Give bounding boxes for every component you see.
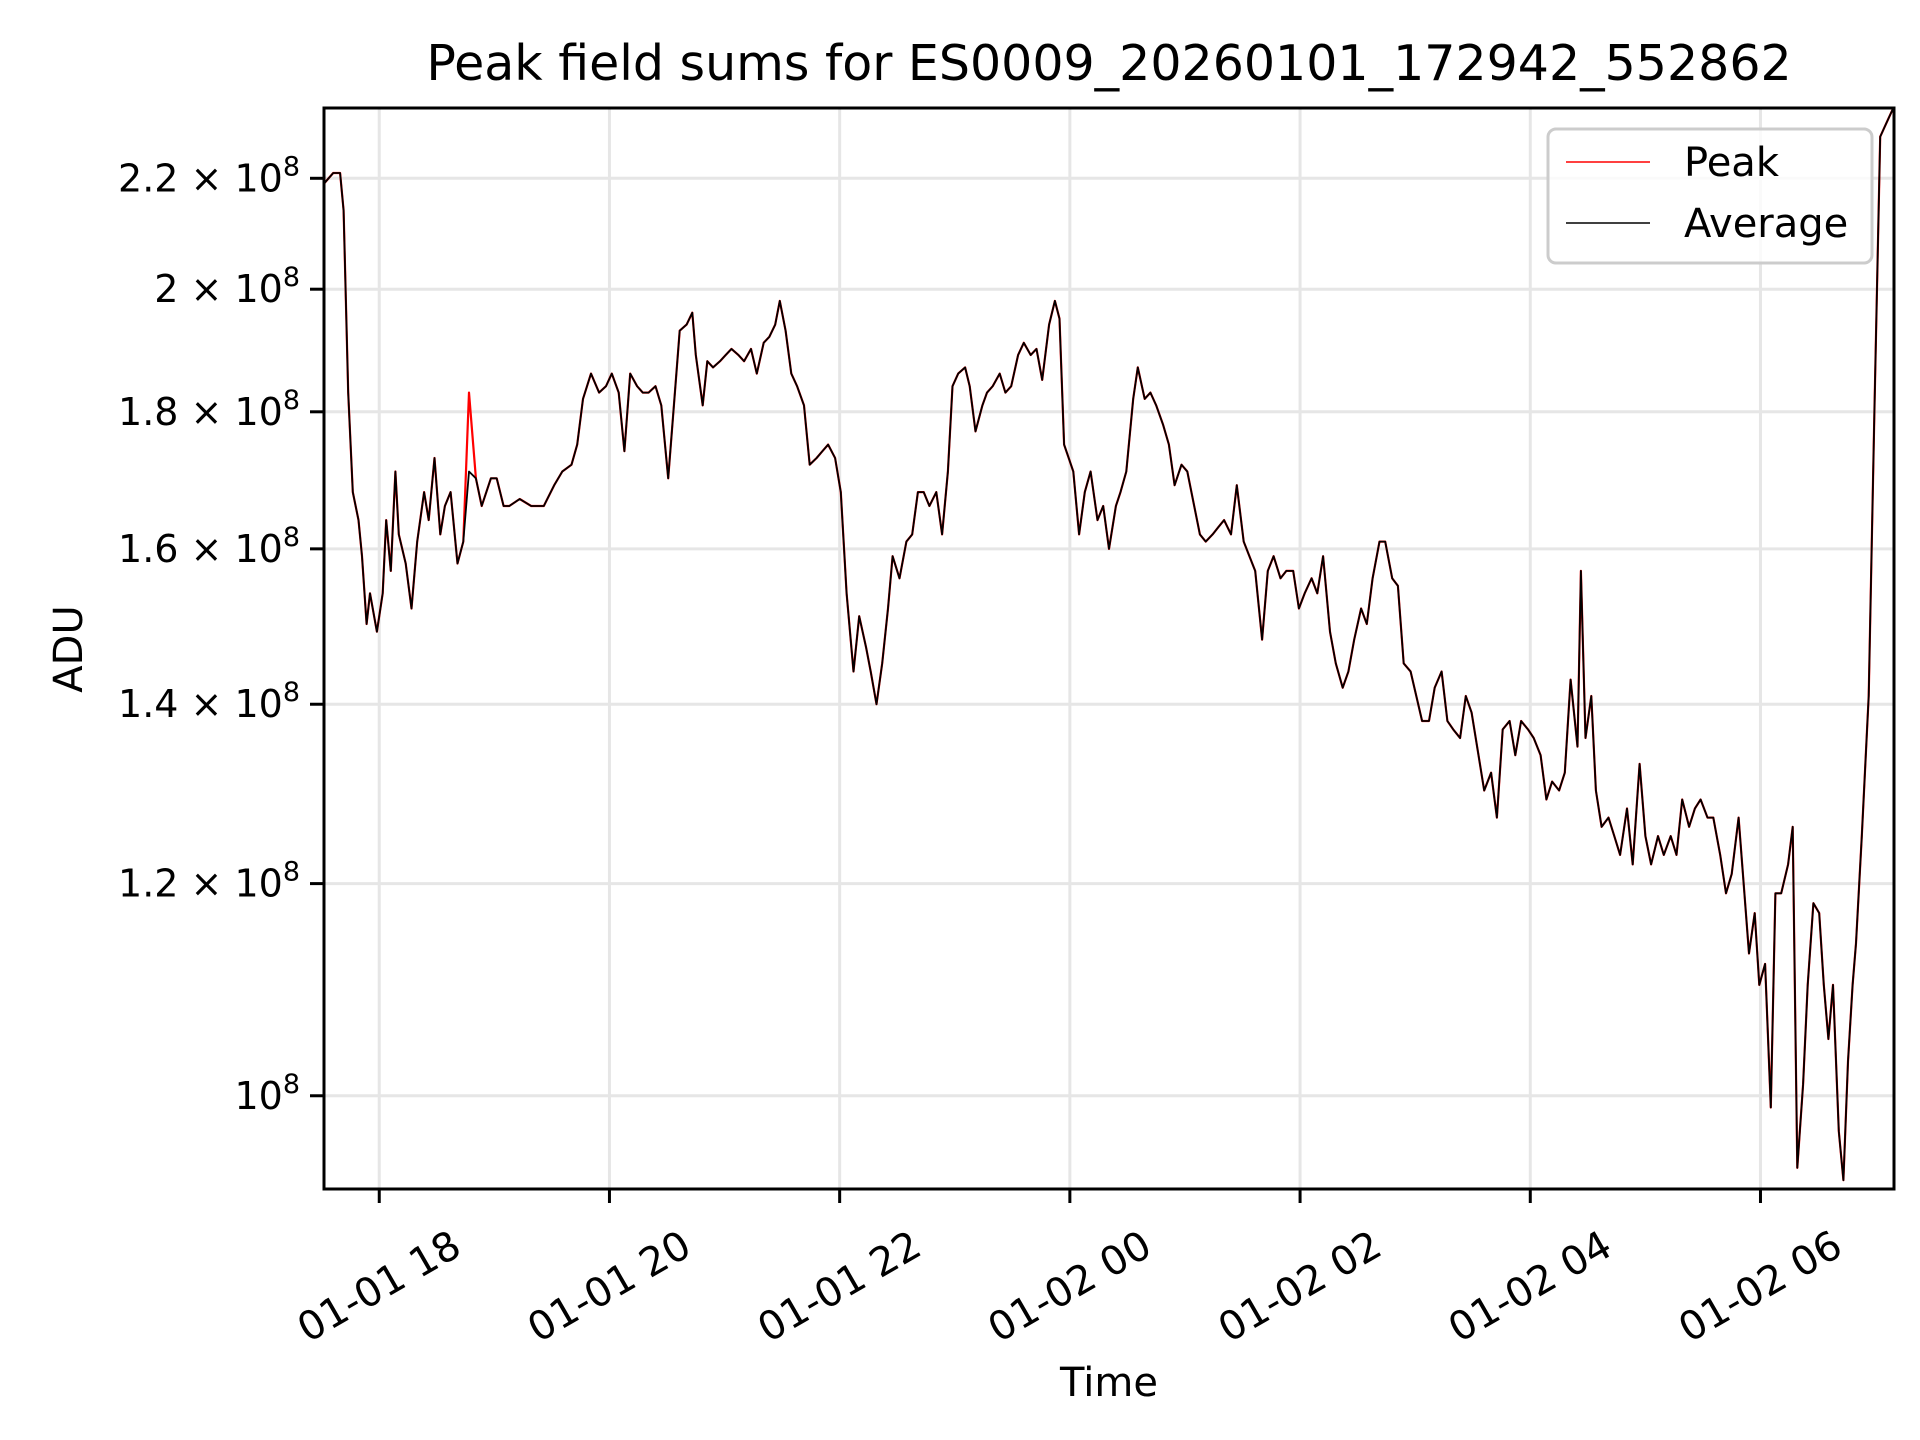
y-tick-exponent: 8 bbox=[283, 857, 300, 888]
y-tick-mantissa: 1.4 × 10 bbox=[118, 682, 283, 726]
y-tick-exponent: 8 bbox=[283, 262, 300, 293]
y-tick-label: 1.8 × 108 bbox=[118, 385, 300, 434]
legend-peak-label: Peak bbox=[1684, 140, 1780, 186]
legend-average-label: Average bbox=[1684, 201, 1848, 247]
y-axis-label: ADU bbox=[46, 605, 92, 692]
y-tick-mantissa: 10 bbox=[234, 1074, 282, 1118]
y-tick-label: 108 bbox=[234, 1069, 300, 1118]
y-tick-mantissa: 1.8 × 10 bbox=[118, 390, 283, 434]
series-line-average bbox=[324, 108, 1894, 1182]
y-tick-exponent: 8 bbox=[283, 522, 300, 553]
y-tick-mantissa: 2.2 × 10 bbox=[118, 156, 283, 200]
y-tick-mantissa: 1.2 × 10 bbox=[118, 862, 283, 906]
y-tick-mantissa: 1.6 × 10 bbox=[118, 527, 283, 571]
y-tick-label: 2.2 × 108 bbox=[118, 151, 300, 200]
y-tick-exponent: 8 bbox=[283, 151, 300, 182]
x-axis-label: Time bbox=[1059, 1360, 1158, 1406]
y-tick-label: 1.4 × 108 bbox=[118, 677, 300, 726]
legend: Peak Average bbox=[1546, 127, 1874, 265]
y-tick-exponent: 8 bbox=[283, 1069, 300, 1100]
plot-frame bbox=[322, 106, 1896, 1191]
y-tick-label: 1.2 × 108 bbox=[118, 857, 300, 906]
y-tick-label: 2 × 108 bbox=[154, 262, 300, 311]
y-tick-exponent: 8 bbox=[283, 677, 300, 708]
y-tick-label: 1.6 × 108 bbox=[118, 522, 300, 571]
y-tick-mantissa: 2 × 10 bbox=[154, 267, 283, 311]
chart-title: Peak field sums for ES0009_20260101_1729… bbox=[426, 35, 1791, 92]
series-layer bbox=[324, 108, 1894, 1182]
y-tick-exponent: 8 bbox=[283, 385, 300, 416]
